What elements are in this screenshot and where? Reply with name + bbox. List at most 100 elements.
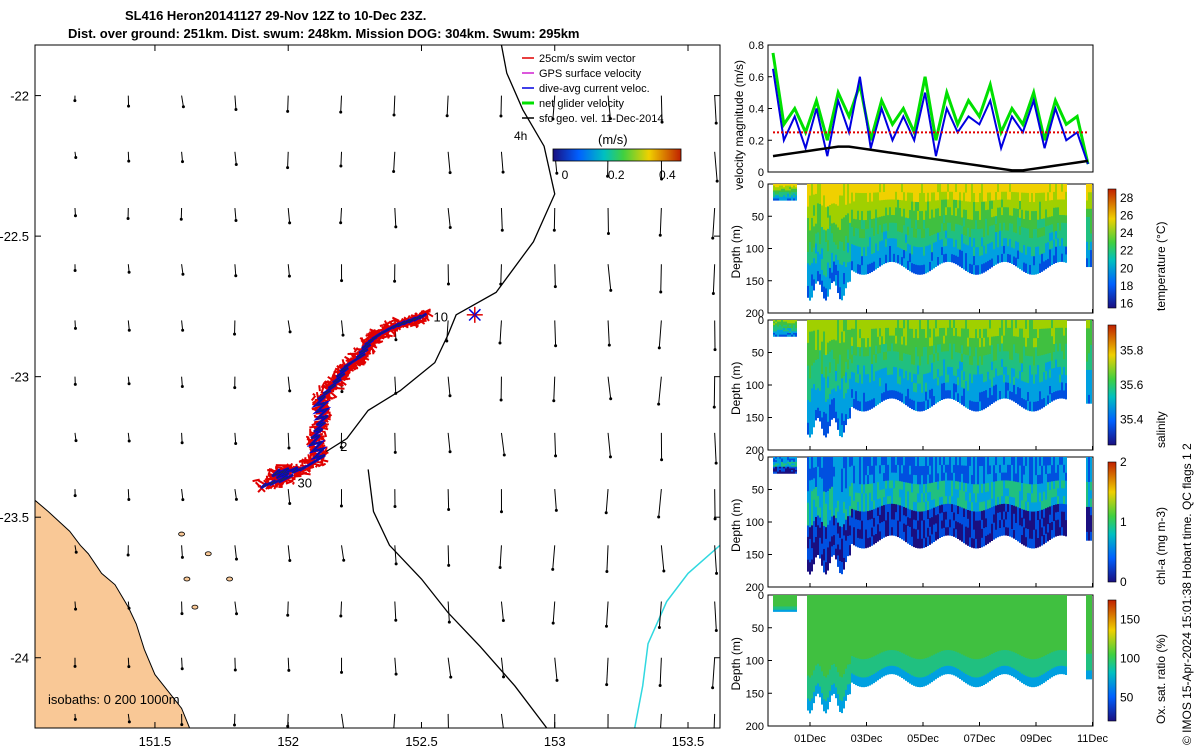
section-cell — [953, 191, 955, 201]
section-cell — [985, 483, 987, 493]
section-cell — [789, 323, 791, 326]
section-cell — [887, 222, 889, 232]
section-cell — [999, 464, 1001, 474]
section-cell — [955, 344, 957, 353]
section-cell — [889, 480, 891, 489]
section-cell — [779, 196, 781, 200]
section-cell — [1063, 222, 1065, 232]
geo-arrow-head — [181, 272, 185, 276]
section-cell — [787, 329, 789, 332]
section-cell — [945, 222, 947, 232]
section-cell — [1029, 264, 1031, 275]
geo-arrow-head — [447, 620, 451, 624]
section-cell — [913, 501, 915, 512]
section-cell — [1063, 374, 1065, 384]
section-cell — [775, 461, 777, 464]
section-cell — [1063, 230, 1065, 239]
section-cell — [973, 220, 975, 230]
section-cell — [891, 207, 893, 216]
section-cell — [885, 184, 887, 193]
section-cell — [903, 465, 905, 475]
section-cell — [889, 488, 891, 497]
section-cell — [1055, 254, 1057, 263]
section-cell — [873, 526, 875, 536]
section-cell — [809, 550, 811, 563]
section-cell — [871, 262, 873, 273]
section-cell — [987, 508, 989, 518]
section-cell — [825, 401, 827, 415]
section-cell — [1088, 353, 1090, 363]
section-cell — [1003, 238, 1005, 247]
section-cell — [819, 380, 821, 392]
section-cell — [959, 216, 961, 226]
geo-arrow — [446, 95, 449, 116]
section-cell — [881, 393, 883, 402]
section-cell — [989, 490, 991, 500]
section-cell — [979, 184, 981, 194]
section-cell — [861, 193, 863, 203]
section-cell — [843, 557, 845, 570]
section-cell — [911, 346, 913, 356]
geo-arrow-head — [658, 233, 662, 237]
section-cell — [1057, 343, 1059, 352]
section-cell — [837, 511, 839, 524]
section-cell — [837, 500, 839, 513]
section-cell — [983, 501, 985, 511]
section-cell — [933, 336, 935, 346]
section-cell — [873, 227, 875, 237]
section-cell — [817, 378, 819, 389]
section-cell — [987, 474, 989, 484]
section-cell — [811, 217, 813, 230]
section-cell — [899, 392, 901, 402]
geo-arrow-head — [127, 159, 131, 163]
section-cell — [929, 227, 931, 237]
section-cell — [921, 511, 923, 522]
section-cell — [949, 390, 951, 399]
section-cell — [833, 339, 835, 350]
section-cell — [775, 190, 777, 193]
section-cell — [909, 398, 911, 408]
section-ytick-label: 150 — [746, 276, 764, 288]
section-cell — [843, 409, 845, 422]
section-cell — [905, 226, 907, 235]
section-cell — [921, 220, 923, 230]
geo-arrow-head — [339, 445, 343, 449]
section-cell — [865, 484, 867, 494]
section-cell — [817, 329, 819, 341]
section-cell — [787, 198, 789, 201]
section-cell — [867, 184, 869, 194]
section-cell — [965, 261, 967, 271]
section-cell — [1041, 262, 1043, 272]
section-cell — [1011, 360, 1013, 369]
section-cell — [827, 284, 829, 297]
section-cell — [967, 381, 969, 392]
section-cell — [933, 353, 935, 363]
section-cell — [985, 192, 987, 202]
section-cell — [817, 320, 819, 331]
section-cell — [823, 514, 825, 527]
section-cell — [1053, 184, 1055, 193]
section-cell — [1017, 328, 1019, 338]
section-cell — [779, 334, 781, 337]
section-cell — [1061, 199, 1063, 208]
section-cell — [903, 344, 905, 354]
section-cell — [1003, 253, 1005, 262]
swim-vector — [319, 437, 322, 440]
section-cell — [981, 246, 983, 256]
section-cell — [925, 373, 927, 384]
section-cell — [875, 491, 877, 501]
section-cell — [841, 492, 843, 505]
section-cell — [999, 246, 1001, 255]
section-cell — [875, 516, 877, 526]
section-cell — [841, 538, 843, 551]
section-cell — [885, 223, 887, 232]
section-cell — [955, 529, 957, 538]
section-cell — [809, 527, 811, 540]
section-cell — [837, 281, 839, 294]
section-cell — [1003, 230, 1005, 239]
section-cell — [915, 347, 917, 357]
section-cell — [921, 475, 923, 485]
section-cell — [1088, 208, 1090, 218]
section-cell — [829, 330, 831, 342]
section-cell — [1017, 345, 1019, 355]
